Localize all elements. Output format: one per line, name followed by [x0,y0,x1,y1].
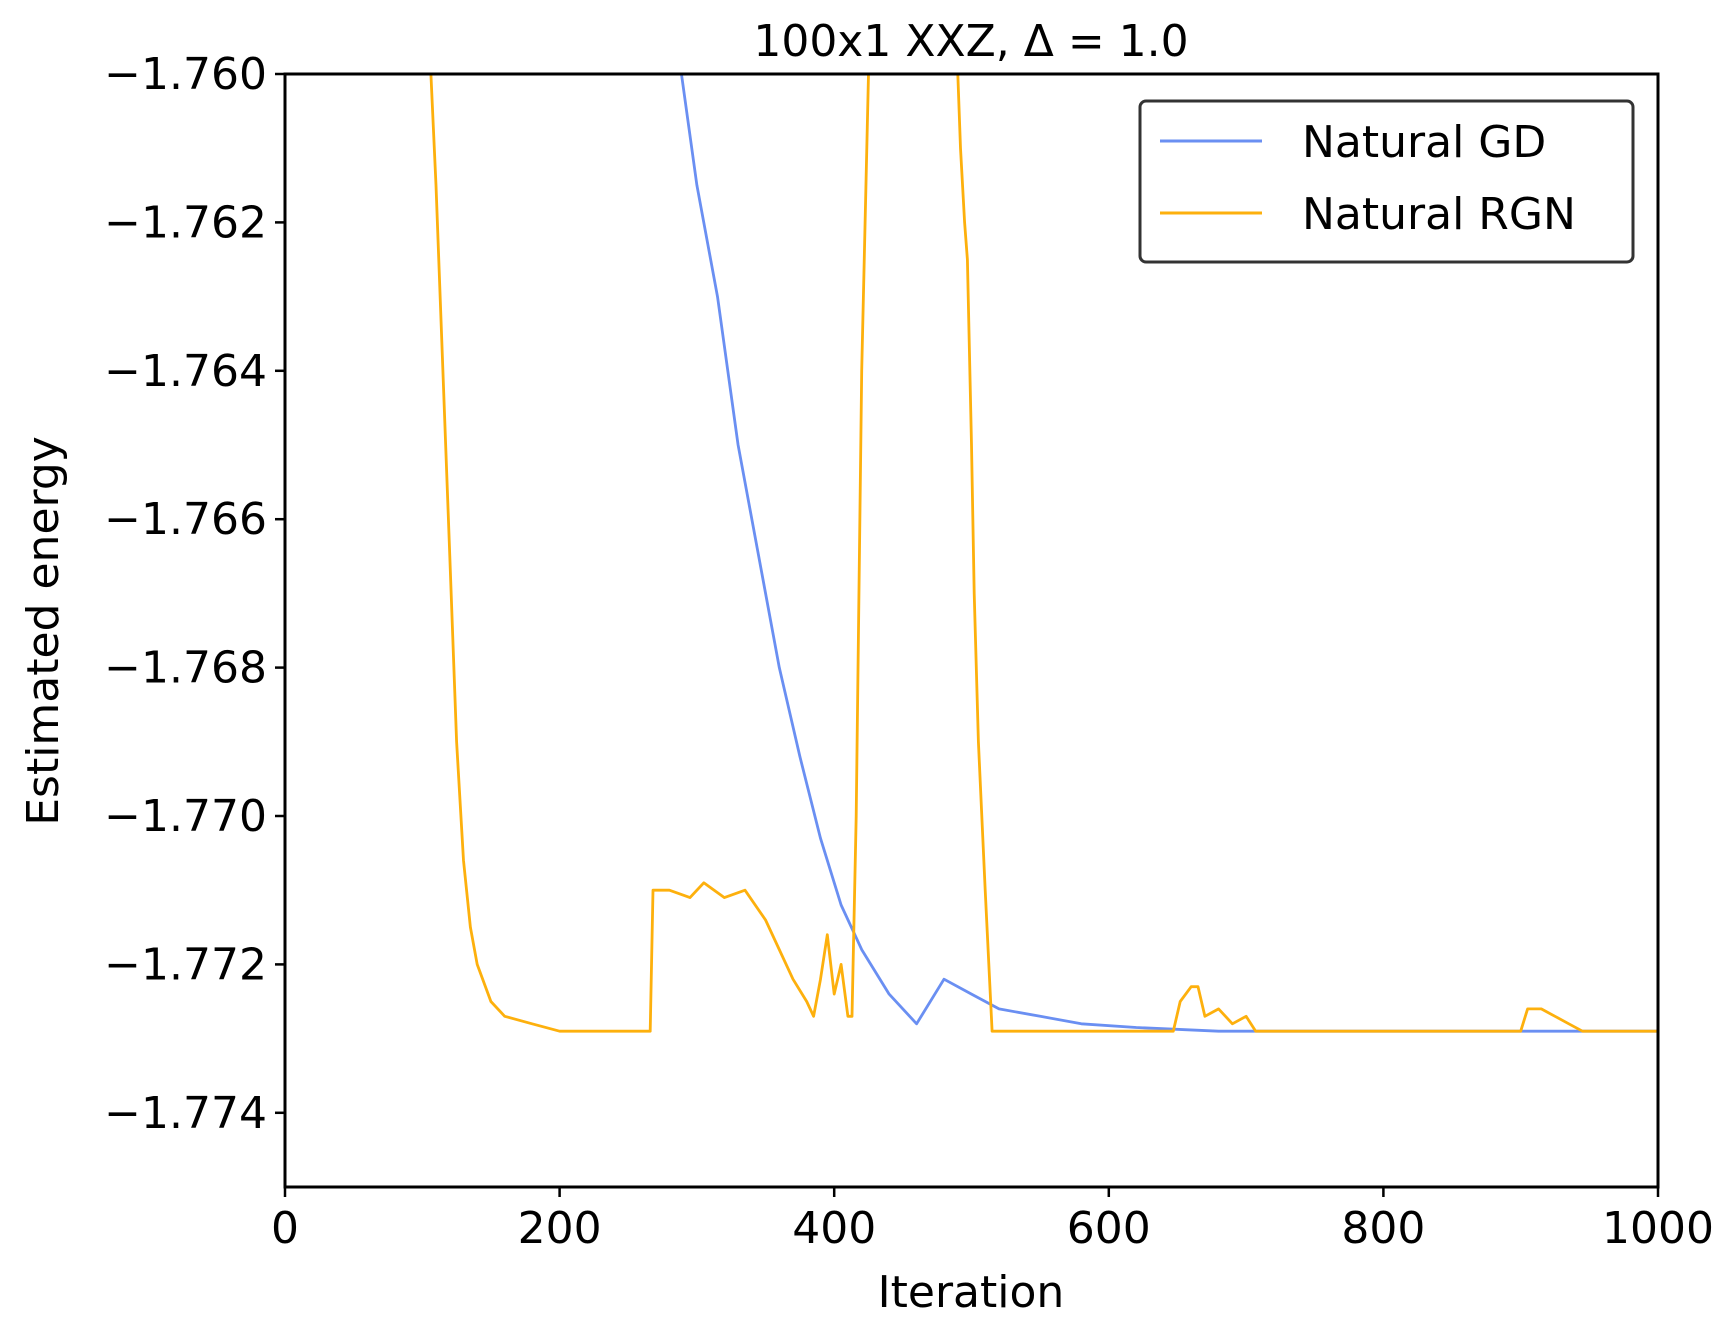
series-line-natural-gd [680,74,1658,1033]
y-tick-label: −1.770 [104,791,267,842]
y-tick-label: −1.760 [104,49,267,100]
x-tick-label: 1000 [1602,1203,1714,1254]
y-axis: −1.774 −1.772 −1.770 −1.768 −1.766 −1.764 −1.7… [104,49,285,1139]
x-tick-label: 0 [271,1203,299,1254]
y-tick-label: −1.772 [104,939,267,990]
y-tick-label: −1.774 [104,1088,267,1139]
y-axis-label: Estimated energy [18,436,69,826]
y-tick-label: −1.766 [104,494,267,545]
legend-box [1138,99,1635,264]
plot-frame [283,72,1660,1189]
legend-label-natural-rgn: Natural RGN [1302,189,1576,240]
x-tick-label: 800 [1341,1203,1425,1254]
y-tick-label: −1.764 [104,346,267,397]
legend: Natural GD Natural RGN [1138,99,1635,264]
x-axis: 0 200 400 600 800 1000 [271,1187,1714,1254]
series-layer [429,74,1658,1033]
x-axis-label: Iteration [878,1267,1065,1318]
x-tick-label: 400 [792,1203,876,1254]
x-tick-label: 600 [1067,1203,1151,1254]
series-line-natural-rgn [429,74,1658,1033]
x-tick-label: 200 [518,1203,602,1254]
chart-title: 100x1 XXZ, Δ = 1.0 [753,16,1188,67]
y-tick-label: −1.762 [104,197,267,248]
legend-label-natural-gd: Natural GD [1302,117,1546,168]
y-tick-label: −1.768 [104,643,267,694]
